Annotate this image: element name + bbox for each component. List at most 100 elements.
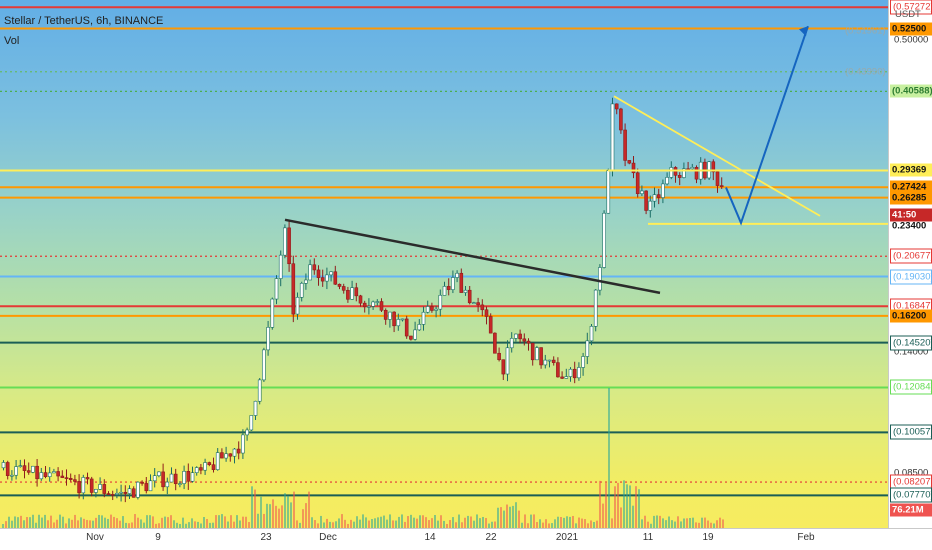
volume-bar [581,518,583,528]
candle-body [719,185,724,187]
candle-body [236,448,241,454]
volume-bar [341,514,343,528]
volume-bar [686,518,688,528]
volume-bar [440,515,442,528]
candle-body [35,465,39,480]
volume-bar [362,514,364,528]
volume-bar [542,522,544,528]
price-level-tag[interactable]: (0.14520) [890,335,932,351]
volume-bar [485,518,487,528]
channel-upper-line[interactable] [613,95,821,217]
volume-bar [116,518,118,528]
volume-bar [680,521,682,528]
volume-bar [413,517,415,528]
volume-bar [473,520,475,528]
candle-body [266,327,270,351]
candle-body [291,263,296,315]
volume-bar [419,515,421,528]
price-level-tag[interactable]: (0.10057) [890,424,932,440]
candle-body [173,473,178,485]
candlestick-chart[interactable] [0,0,888,528]
candle-body [392,311,396,327]
candle-body [358,295,363,304]
candle-body [253,400,258,416]
symbol-title[interactable]: Stellar / TetherUS, 6h, BINANCE [4,15,164,27]
candle-body [157,471,161,477]
volume-bar [374,518,376,528]
candle-body [43,472,48,477]
volume-bar [125,522,127,528]
volume-bar [14,516,16,528]
candle-body [560,376,564,379]
volume-indicator-label[interactable]: Vol [4,35,20,47]
price-level-tag[interactable]: 0.26285 [890,191,932,205]
candle-body [711,161,716,173]
price-level-tag[interactable]: 0.29369 [890,163,932,177]
price-level-tag[interactable]: 0.27424 [890,180,932,194]
chart-plot-area[interactable] [0,0,888,528]
candle-body [648,200,653,211]
candle-body [577,367,581,379]
candle-body [602,212,606,268]
candle-body [186,471,191,482]
candle-body [388,311,392,320]
candle-body [669,167,674,178]
candle-body [438,294,443,310]
candle-body [505,347,510,375]
volume-bar [227,521,229,528]
price-level-tag[interactable]: (0.07770) [890,487,932,503]
price-level-tag[interactable]: (0.20677) [890,248,932,264]
x-tick-label: Nov [86,532,104,543]
candle-body [89,478,94,493]
volume-bar [260,496,262,528]
volume-bar [191,518,193,528]
candle-body [152,475,157,482]
volume-bar [479,518,481,528]
volume-bar [74,514,76,528]
price-level-tag[interactable]: 0.16200 [890,309,932,323]
candle-body [459,272,464,293]
candle-body [682,168,686,178]
volume-bar [590,520,592,528]
volume-bar [302,509,304,528]
projection-arrowhead [799,26,808,37]
price-level-tag[interactable]: (0.40588) [890,84,932,98]
volume-bar [185,523,187,528]
bar-countdown-tag: 41:50 [890,208,932,222]
volume-bar [614,486,616,528]
volume-bar [326,518,328,528]
volume-bar [584,519,586,528]
candle-body [73,479,77,482]
price-level-tag[interactable]: (0.19030) [890,269,932,284]
volume-bar [470,516,472,528]
projection-path[interactable] [725,25,809,226]
volume-bar [248,522,250,528]
price-level-tag[interactable]: 0.52500 [890,22,932,36]
candle-body [148,480,153,492]
candle-body [98,484,102,490]
volume-bar [242,516,244,528]
volume-value-tag: 76.21M [890,503,932,517]
price-level-tag[interactable]: (0.12084) [890,379,932,395]
volume-bar [266,503,268,528]
volume-bar [224,516,226,528]
volume-bar [563,517,565,528]
price-axis[interactable]: 0.500000.400000.170000.140000.120000.100… [845,0,932,528]
volume-bar [575,523,577,528]
time-axis[interactable]: Nov 9 23 Dec 14 22 2021 11 19 Feb [0,528,932,550]
volume-bar [668,516,670,528]
volume-bar [359,519,361,528]
volume-bar [662,518,664,528]
candle-body [556,362,560,378]
volume-bar [635,486,637,528]
candle-body [115,492,119,495]
price-level-tag[interactable]: 0.23400 [890,219,932,233]
candle-body [131,488,136,498]
candle-body [68,478,73,480]
candle-body [518,333,522,340]
volume-bar [119,520,121,528]
volume-bar [566,516,568,528]
candle-body [123,491,128,494]
descending-trendline[interactable] [284,218,661,295]
